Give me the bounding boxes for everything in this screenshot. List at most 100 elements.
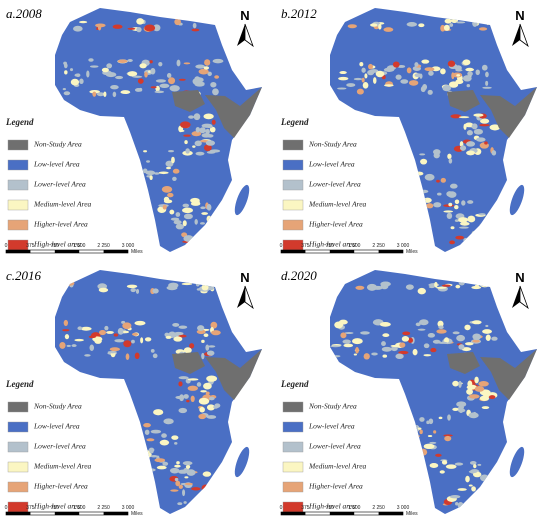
land-patch (433, 202, 442, 208)
land-patch (419, 429, 423, 435)
land-patch (442, 84, 452, 92)
legend-title: Legend (5, 379, 34, 389)
north-arrow (512, 24, 520, 46)
land-patch (185, 464, 191, 469)
land-patch (201, 212, 209, 215)
land-patch (447, 191, 457, 198)
land-patch (184, 482, 193, 486)
land-patch (71, 344, 77, 347)
land-patch (198, 413, 207, 420)
land-patch (466, 84, 471, 88)
land-patch (205, 344, 210, 351)
land-patch (203, 144, 212, 152)
land-patch (347, 24, 357, 29)
legend-swatch (282, 219, 304, 231)
land-patch (426, 203, 434, 209)
land-patch (478, 213, 486, 216)
land-patch (464, 324, 471, 331)
land-patch (191, 487, 201, 491)
land-patch (92, 91, 97, 97)
land-patch (206, 404, 215, 411)
scale-label: 2 250 (372, 505, 385, 511)
legend-label: Higher-level Area (308, 482, 363, 491)
land-patch (478, 491, 483, 496)
map-panel: b.2012 N Legend Non-Study Area Low-level Are… (280, 6, 537, 255)
land-patch (360, 331, 370, 335)
land-patch (414, 62, 419, 67)
legend-swatch (7, 421, 29, 433)
land-patch (210, 20, 220, 25)
land-patch (340, 332, 347, 339)
land-patch (433, 430, 437, 434)
legend-label: Medium-level Area (308, 200, 367, 209)
madagascar (234, 446, 250, 478)
land-patch (423, 343, 430, 349)
land-patch (171, 435, 179, 440)
land-patch (201, 484, 210, 492)
land-patch (88, 58, 94, 62)
land-patch (132, 332, 139, 336)
land-patch (211, 119, 216, 125)
land-patch (150, 349, 155, 353)
land-patch (395, 353, 404, 360)
land-patch (353, 77, 363, 81)
land-patch (435, 453, 442, 457)
land-patch (448, 202, 453, 207)
land-patch (146, 438, 155, 442)
land-patch (113, 333, 119, 337)
land-patch (180, 121, 191, 129)
land-patch (342, 339, 351, 344)
land-patch (164, 332, 170, 337)
land-patch (437, 341, 448, 344)
land-patch (184, 140, 188, 145)
scale-label: 1 500 (73, 505, 86, 511)
north-arrow (237, 24, 245, 46)
land-patch (435, 286, 447, 289)
land-patch (158, 171, 169, 175)
land-patch (208, 345, 216, 348)
land-patch (161, 433, 167, 438)
scale-label: 375 (26, 505, 35, 511)
land-patch (175, 480, 181, 487)
legend-swatch (7, 139, 29, 151)
land-patch (450, 114, 462, 119)
land-patch (195, 64, 206, 69)
land-patch (97, 23, 102, 31)
legend-swatch (282, 401, 304, 413)
land-patch (413, 453, 419, 456)
land-patch (481, 64, 488, 71)
land-patch (330, 345, 341, 348)
land-patch (380, 281, 391, 287)
land-patch (468, 470, 478, 474)
land-patch (203, 382, 212, 390)
panel-title: b.2012 (281, 6, 317, 21)
land-patch (355, 285, 365, 290)
land-patch (131, 339, 135, 344)
legend-label: High-level area (33, 240, 81, 249)
land-patch (125, 353, 130, 361)
land-patch (183, 347, 192, 354)
land-patch (447, 60, 456, 67)
land-patch (461, 200, 466, 206)
non-study-area (480, 87, 537, 138)
non-study-area (205, 87, 262, 138)
land-patch (173, 336, 183, 342)
land-patch (427, 89, 433, 95)
land-patch (472, 471, 482, 478)
land-patch (211, 330, 221, 336)
non-study-area (172, 352, 205, 374)
scale-bar-segment (378, 250, 403, 253)
land-patch (104, 325, 109, 331)
land-patch (190, 395, 195, 402)
scale-unit: Miles (406, 511, 418, 517)
land-patch (423, 197, 432, 203)
land-patch (479, 281, 490, 288)
land-patch (443, 434, 453, 437)
land-patch (144, 201, 150, 206)
land-patch (454, 204, 459, 210)
land-patch (112, 91, 117, 98)
land-patch (181, 282, 193, 286)
land-patch (343, 343, 354, 348)
land-patch (144, 24, 156, 32)
land-patch (187, 385, 198, 391)
